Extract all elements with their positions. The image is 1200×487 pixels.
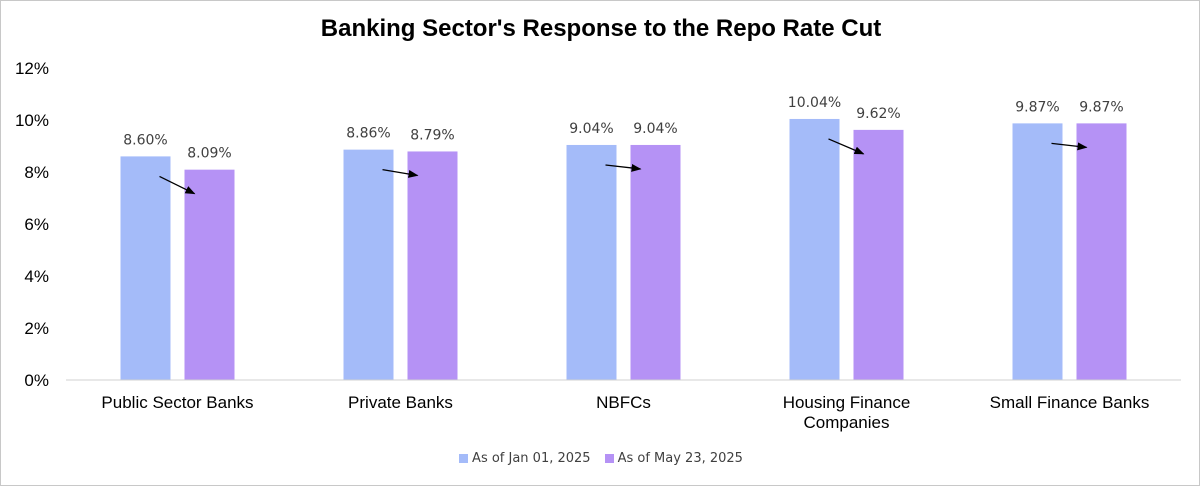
bar: [566, 144, 617, 380]
bar: [120, 156, 171, 380]
data-label: 8.60%: [123, 132, 167, 148]
legend-item: As of Jan 01, 2025: [459, 451, 591, 466]
bars: [120, 118, 1127, 381]
category-label: Small Finance Banks: [990, 393, 1150, 412]
change-arrow: [828, 138, 865, 155]
bar: [1076, 123, 1127, 380]
data-label: 9.04%: [569, 121, 613, 137]
change-arrow: [159, 175, 196, 195]
legend-label: As of May 23, 2025: [617, 451, 743, 466]
bar: [789, 118, 840, 381]
arrows: [159, 138, 1088, 195]
y-tick-label: 10%: [15, 111, 49, 130]
data-label: 10.04%: [788, 95, 841, 111]
bar: [407, 151, 458, 380]
data-label: 8.86%: [346, 126, 390, 142]
change-arrow: [605, 163, 642, 172]
y-tick-label: 4%: [24, 267, 49, 286]
category-label: NBFCs: [596, 393, 651, 412]
y-tick-label: 12%: [15, 59, 49, 78]
y-tick-label: 6%: [24, 215, 49, 234]
legend-swatch: [459, 454, 469, 463]
data-label: 9.62%: [856, 106, 900, 122]
y-axis: 0% 2% 4% 6% 8% 10% 12%: [15, 59, 49, 390]
data-label: 8.79%: [410, 127, 454, 143]
legend-item: As of May 23, 2025: [604, 451, 743, 466]
category-label: Public Sector Banks: [101, 393, 253, 412]
legend-label: As of Jan 01, 2025: [472, 451, 591, 466]
category-label: Housing Finance Companies: [783, 393, 911, 432]
data-label: 9.87%: [1079, 99, 1123, 115]
bar: [184, 169, 235, 380]
legend: As of Jan 01, 2025 As of May 23, 2025: [1, 451, 1200, 466]
bar: [343, 149, 394, 380]
data-label: 8.09%: [187, 146, 231, 162]
y-tick-label: 0%: [24, 371, 49, 390]
change-arrow: [1051, 142, 1088, 151]
chart-title: Banking Sector's Response to the Repo Ra…: [320, 15, 882, 42]
y-tick-label: 2%: [24, 319, 49, 338]
data-label: 9.04%: [633, 121, 677, 137]
legend-swatch: [604, 454, 614, 463]
bar: [630, 144, 681, 380]
bar: [853, 129, 904, 380]
data-labels: 8.60% 8.09% 8.86% 8.79% 9.04% 9.04% 10.04% 9.62…: [123, 95, 1123, 162]
y-tick-label: 8%: [24, 163, 49, 182]
x-axis: Public Sector Banks Private Banks NBFCs Hou…: [66, 379, 1181, 432]
data-label: 9.87%: [1015, 99, 1059, 115]
category-label: Private Banks: [348, 393, 453, 412]
bar: [1012, 123, 1063, 380]
change-arrow: [382, 168, 419, 178]
